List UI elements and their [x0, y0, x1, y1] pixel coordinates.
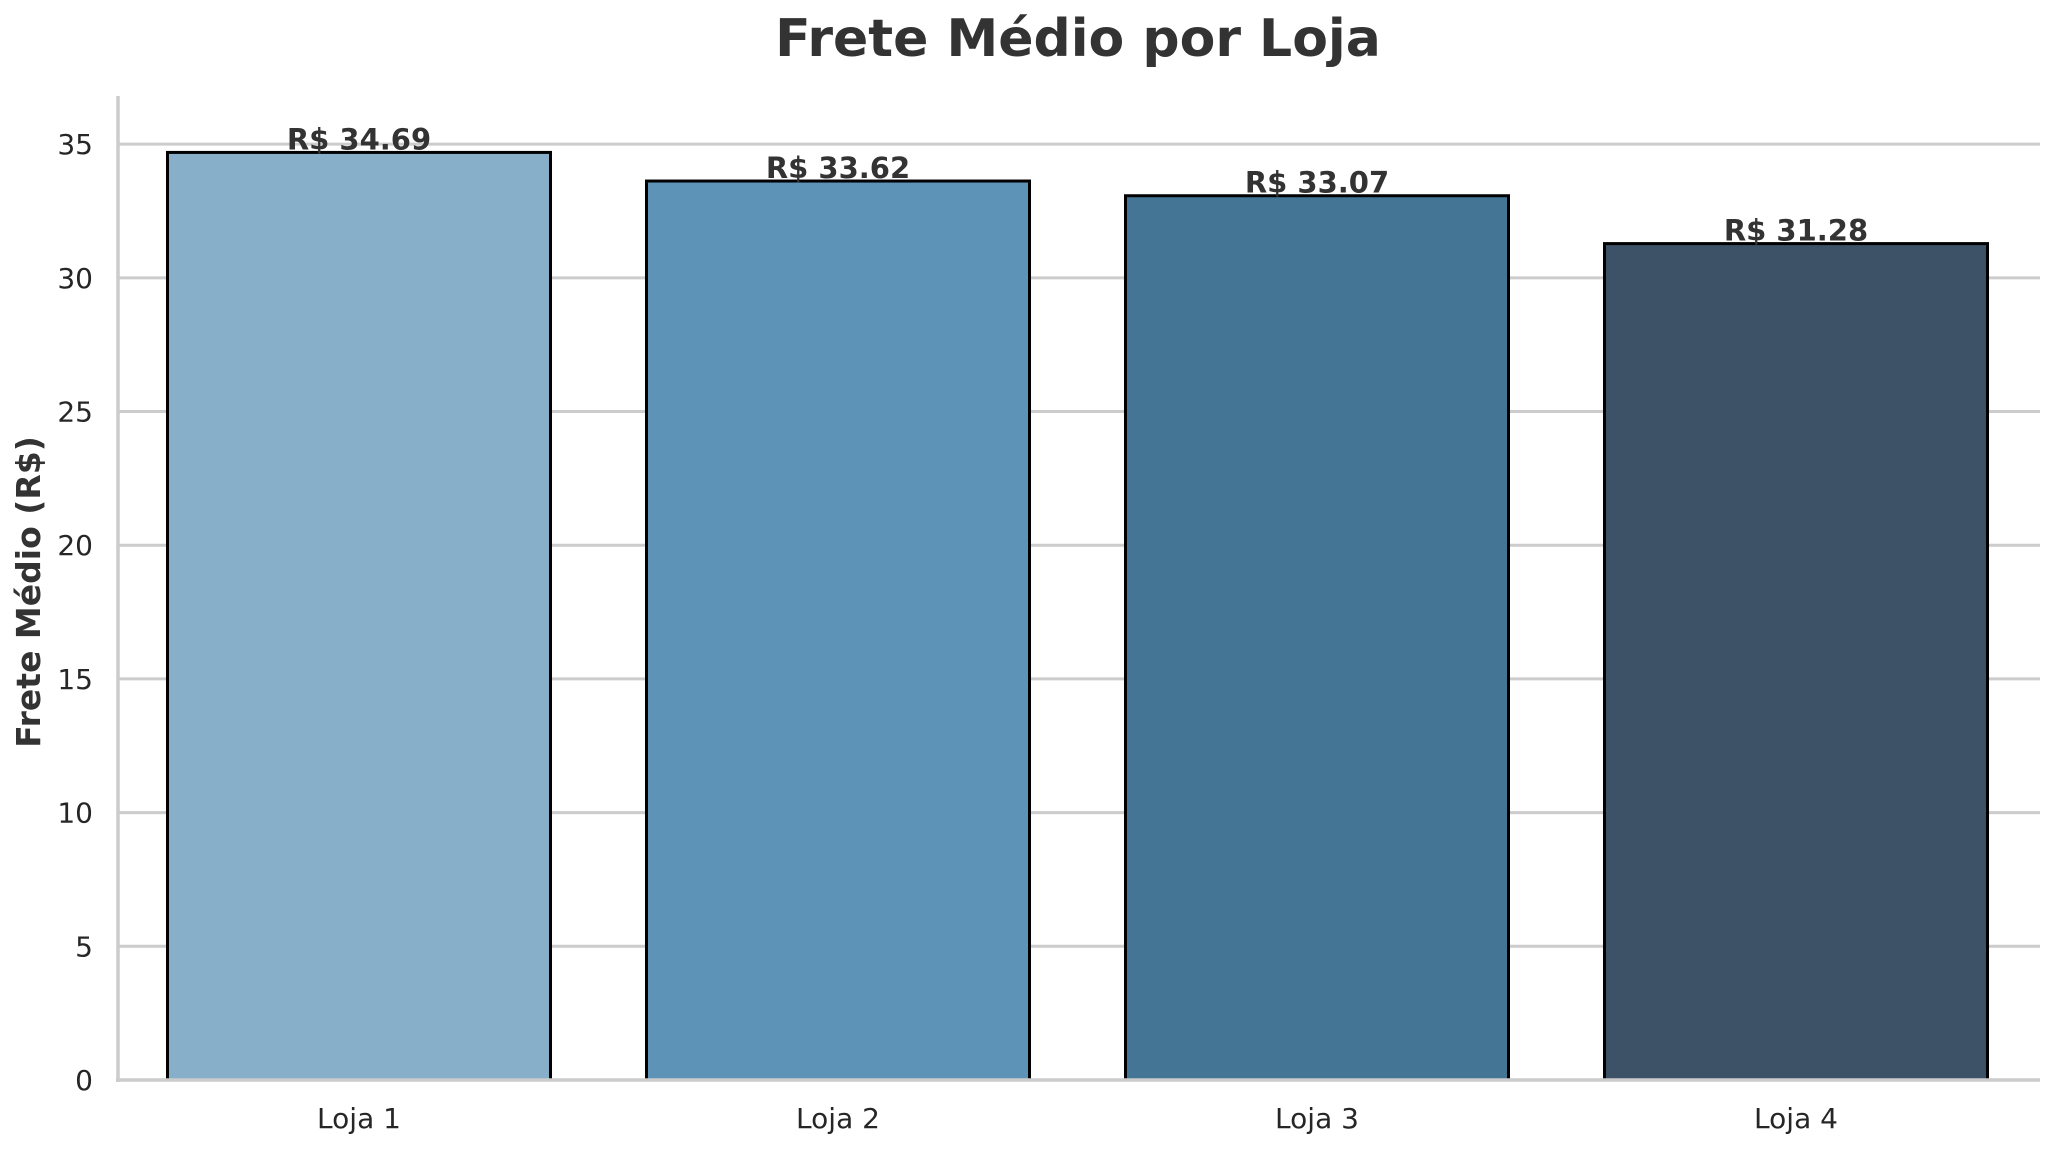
y-tick-label: 30 [57, 262, 93, 295]
x-tick-label: Loja 3 [1275, 1102, 1359, 1135]
y-tick-label: 0 [75, 1064, 93, 1097]
bar-2 [645, 179, 1031, 1082]
x-tick-label: Loja 4 [1754, 1102, 1838, 1135]
data-labels: R$ 34.69 R$ 33.62 R$ 33.07 R$ 31.28 [287, 122, 1868, 247]
x-tick-label: Loja 2 [796, 1102, 880, 1135]
bar-4 [1603, 242, 1989, 1082]
x-tick-labels: Loja 1 Loja 2 Loja 3 Loja 4 [317, 1102, 1838, 1135]
y-tick-label: 10 [57, 797, 93, 830]
y-axis-label: Frete Médio (R$) [9, 436, 48, 748]
bar-value-label: R$ 33.07 [1245, 166, 1389, 200]
bars [166, 150, 1989, 1082]
bar-1 [166, 150, 552, 1082]
x-tick-label: Loja 1 [317, 1102, 401, 1135]
y-tick-labels: 0 5 10 15 20 25 30 35 [57, 128, 93, 1097]
chart-title: Frete Médio por Loja [775, 9, 1381, 69]
bar-value-label: R$ 31.28 [1724, 214, 1868, 248]
bar-3 [1124, 194, 1510, 1082]
bar-value-label: R$ 33.62 [766, 151, 910, 185]
y-tick-label: 15 [57, 663, 93, 696]
y-tick-label: 5 [75, 930, 93, 963]
bar-value-label: R$ 34.69 [287, 122, 431, 156]
y-tick-label: 25 [57, 396, 93, 429]
y-tick-label: 35 [57, 128, 93, 161]
y-tick-label: 20 [57, 529, 93, 562]
